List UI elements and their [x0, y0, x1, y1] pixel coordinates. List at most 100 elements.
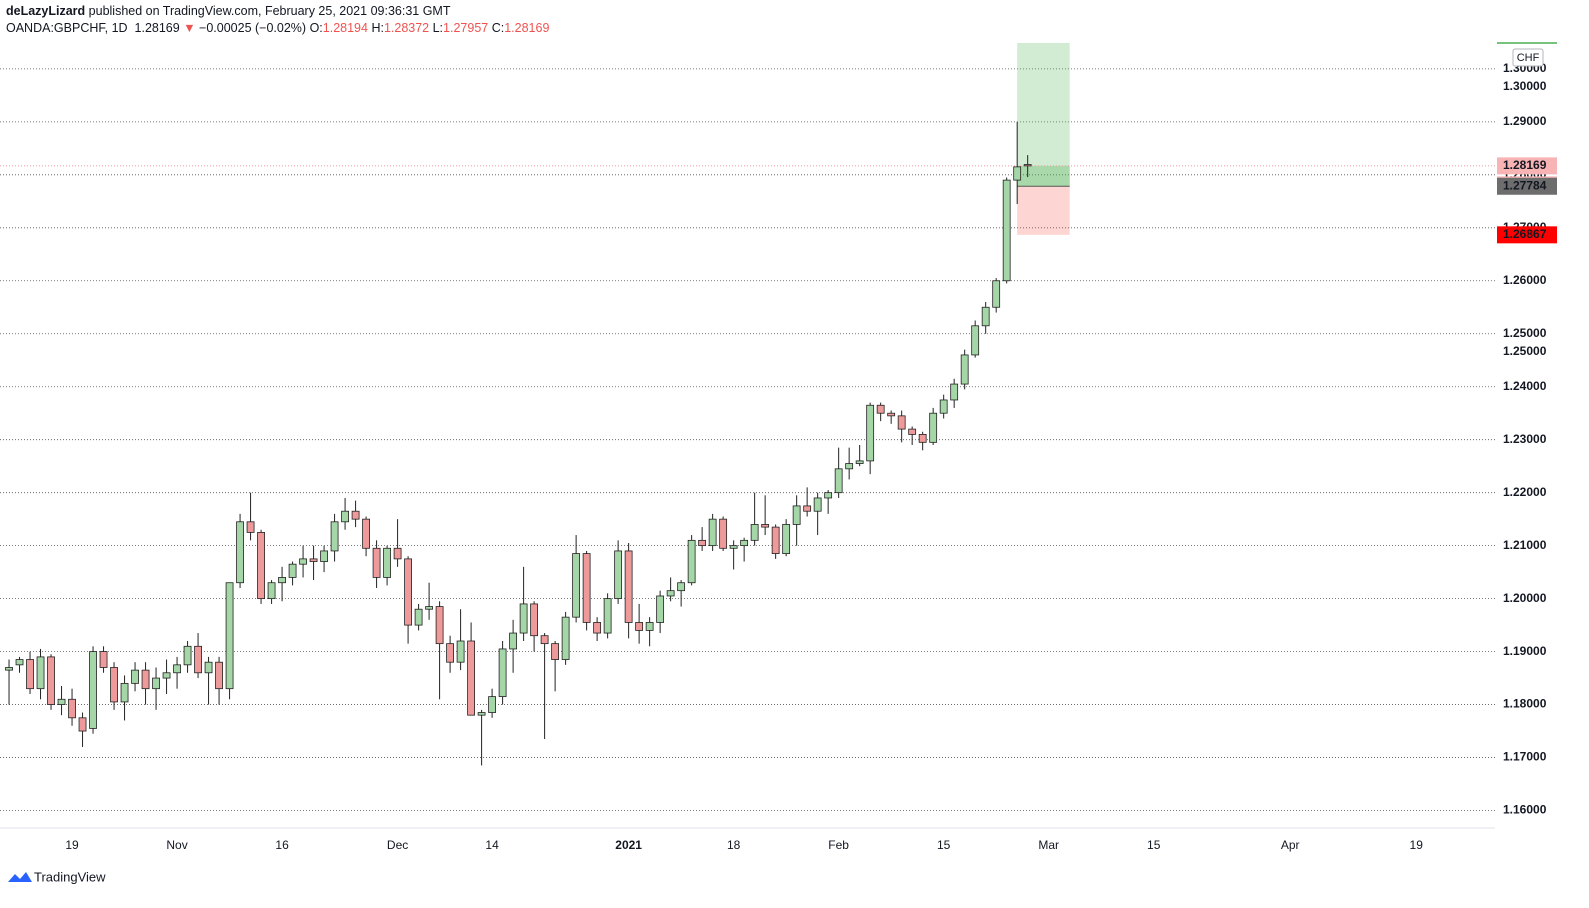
candle-body: [435, 606, 444, 645]
candle-body: [99, 651, 108, 668]
candle-body: [603, 598, 612, 634]
candle-body: [971, 325, 980, 356]
candle-body: [498, 648, 507, 698]
candle-body: [299, 558, 307, 565]
candle-body: [687, 539, 696, 584]
y-tick-bg: [1497, 325, 1557, 342]
candle-body: [162, 672, 171, 679]
candle-body: [68, 698, 76, 719]
candle-body: [183, 645, 192, 666]
candle-body: [698, 539, 707, 547]
candle-body: [78, 717, 87, 732]
y-tick-label: 1.18000: [1503, 697, 1547, 711]
candle-body: [834, 468, 843, 494]
candle-body: [782, 524, 791, 554]
candle-body: [740, 539, 749, 547]
x-tick-label: Mar: [1038, 838, 1059, 852]
candle-body: [666, 590, 675, 597]
o-value: 1.28194: [322, 21, 368, 35]
x-tick-label: 19: [65, 838, 79, 852]
candle-body: [488, 696, 497, 713]
price-line-label: 1.25000: [1503, 344, 1547, 358]
candle-body: [929, 412, 938, 443]
candle-body: [414, 608, 423, 626]
candle-body: [320, 550, 328, 562]
candle-body: [267, 582, 276, 600]
candle-body: [750, 524, 759, 541]
candle-body: [813, 497, 822, 512]
candle-body: [992, 280, 1001, 308]
candle-body: [89, 651, 97, 729]
last: 1.28169: [134, 21, 180, 35]
y-tick-bg: [1497, 272, 1557, 289]
candle-body: [467, 640, 475, 716]
x-tick-label: Nov: [166, 838, 187, 852]
candle-body: [425, 606, 433, 610]
y-tick-label: 1.21000: [1503, 538, 1547, 552]
candle-body: [519, 603, 528, 634]
candle-body: [803, 505, 812, 512]
candle-body: [15, 659, 24, 666]
candle-body: [131, 669, 139, 684]
y-tick-bg: [1497, 802, 1557, 819]
stop-tag-bg: [1497, 226, 1557, 244]
y-tick-label: 1.17000: [1503, 750, 1547, 764]
candle-body: [887, 412, 896, 417]
y-tick-label: 1.23000: [1503, 432, 1547, 446]
candle-body: [708, 518, 717, 547]
candle-body: [57, 698, 66, 705]
y-tick-label: 1.29000: [1503, 114, 1547, 128]
c-label: C:: [491, 21, 505, 35]
candle-body: [551, 643, 560, 660]
candle-body: [362, 518, 370, 549]
candle-body: [456, 640, 465, 663]
y-tick-bg: [1497, 537, 1557, 554]
candle-body: [981, 306, 990, 327]
target-zone: [1017, 42, 1070, 187]
y-tick-label: 1.25000: [1503, 326, 1547, 340]
candle-body: [393, 547, 402, 560]
x-tick-label: 14: [485, 838, 499, 852]
candle-body: [351, 510, 360, 520]
candle-body: [236, 521, 244, 584]
l-label: L:: [432, 21, 444, 35]
candle-body: [383, 547, 391, 578]
candle-body: [26, 659, 34, 690]
y-tick-bg: [1497, 749, 1557, 766]
candle-body: [225, 582, 234, 690]
currency-box[interactable]: [1512, 48, 1544, 67]
candle-body: [47, 656, 55, 705]
entry-tag-bg: [1497, 177, 1557, 195]
y-tick-label: 1.22000: [1503, 485, 1547, 499]
candle-body: [771, 526, 780, 554]
o-label: O:: [309, 21, 323, 35]
candle-body: [719, 518, 728, 549]
candle-body: [792, 505, 801, 525]
candle-body: [204, 661, 213, 674]
candle-body: [824, 492, 833, 499]
y-tick-bg: [1497, 484, 1557, 501]
arrow: ▼: [183, 21, 196, 35]
candle-body: [960, 354, 969, 385]
y-tick-label: 1.16000: [1503, 803, 1547, 817]
candle-body: [120, 682, 129, 703]
change: −0.00025 (−0.02%): [199, 21, 307, 35]
brand-logo: [8, 872, 32, 882]
candle-body: [572, 553, 581, 618]
candle-body: [278, 577, 286, 584]
candle-body: [540, 635, 549, 645]
stop-tag: 1.26867: [1503, 227, 1547, 241]
last-price-tag: 1.28169: [1503, 158, 1547, 172]
h-label: H:: [371, 21, 384, 35]
x-tick-label: Apr: [1281, 838, 1300, 852]
candle-body: [530, 603, 539, 637]
candle-body: [36, 656, 45, 690]
candle-body: [939, 399, 948, 414]
candle-body: [677, 582, 686, 592]
stop-zone: [1017, 186, 1070, 235]
y-tick-label: 1.24000: [1503, 379, 1547, 393]
logo-icon: [8, 872, 32, 882]
candle-body: [845, 463, 854, 470]
candle-body: [330, 521, 339, 552]
